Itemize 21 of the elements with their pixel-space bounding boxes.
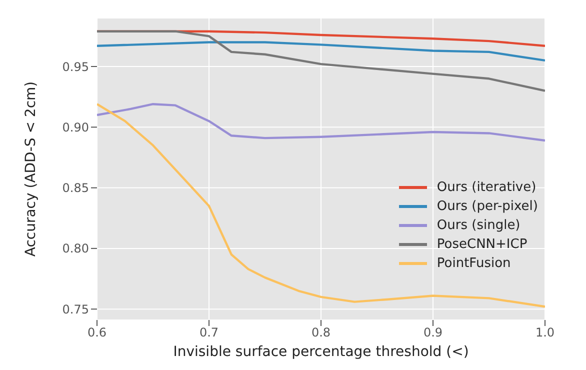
legend-label: Ours (per-pixel) <box>436 198 538 216</box>
legend-label: Ours (single) <box>436 217 520 235</box>
y-tick-label: 0.90 <box>62 120 89 134</box>
x-tick-label: 0.8 <box>311 326 331 340</box>
y-axis-title: Accuracy (ADD-S < 2cm) <box>22 81 39 257</box>
x-tick-label: 0.6 <box>87 326 107 340</box>
x-tick-label: 1.0 <box>535 326 555 340</box>
legend-label: Ours (iterative) <box>436 179 536 197</box>
y-tick-label: 0.85 <box>62 181 89 196</box>
legend-label: PointFusion <box>436 255 511 273</box>
x-tick-label: 0.9 <box>423 326 443 340</box>
y-tick-label: 0.75 <box>62 302 89 316</box>
line-series <box>97 41 545 62</box>
y-tick-label: 0.80 <box>62 242 89 256</box>
line-series <box>97 30 545 92</box>
legend-label: PoseCNN+ICP <box>436 236 528 254</box>
x-tick-label: 0.7 <box>199 326 219 340</box>
line-series <box>97 103 545 308</box>
line-series <box>97 103 545 142</box>
y-tick-label: 0.95 <box>62 60 89 74</box>
x-axis-title: Invisible surface percentage threshold (<) <box>173 344 469 360</box>
